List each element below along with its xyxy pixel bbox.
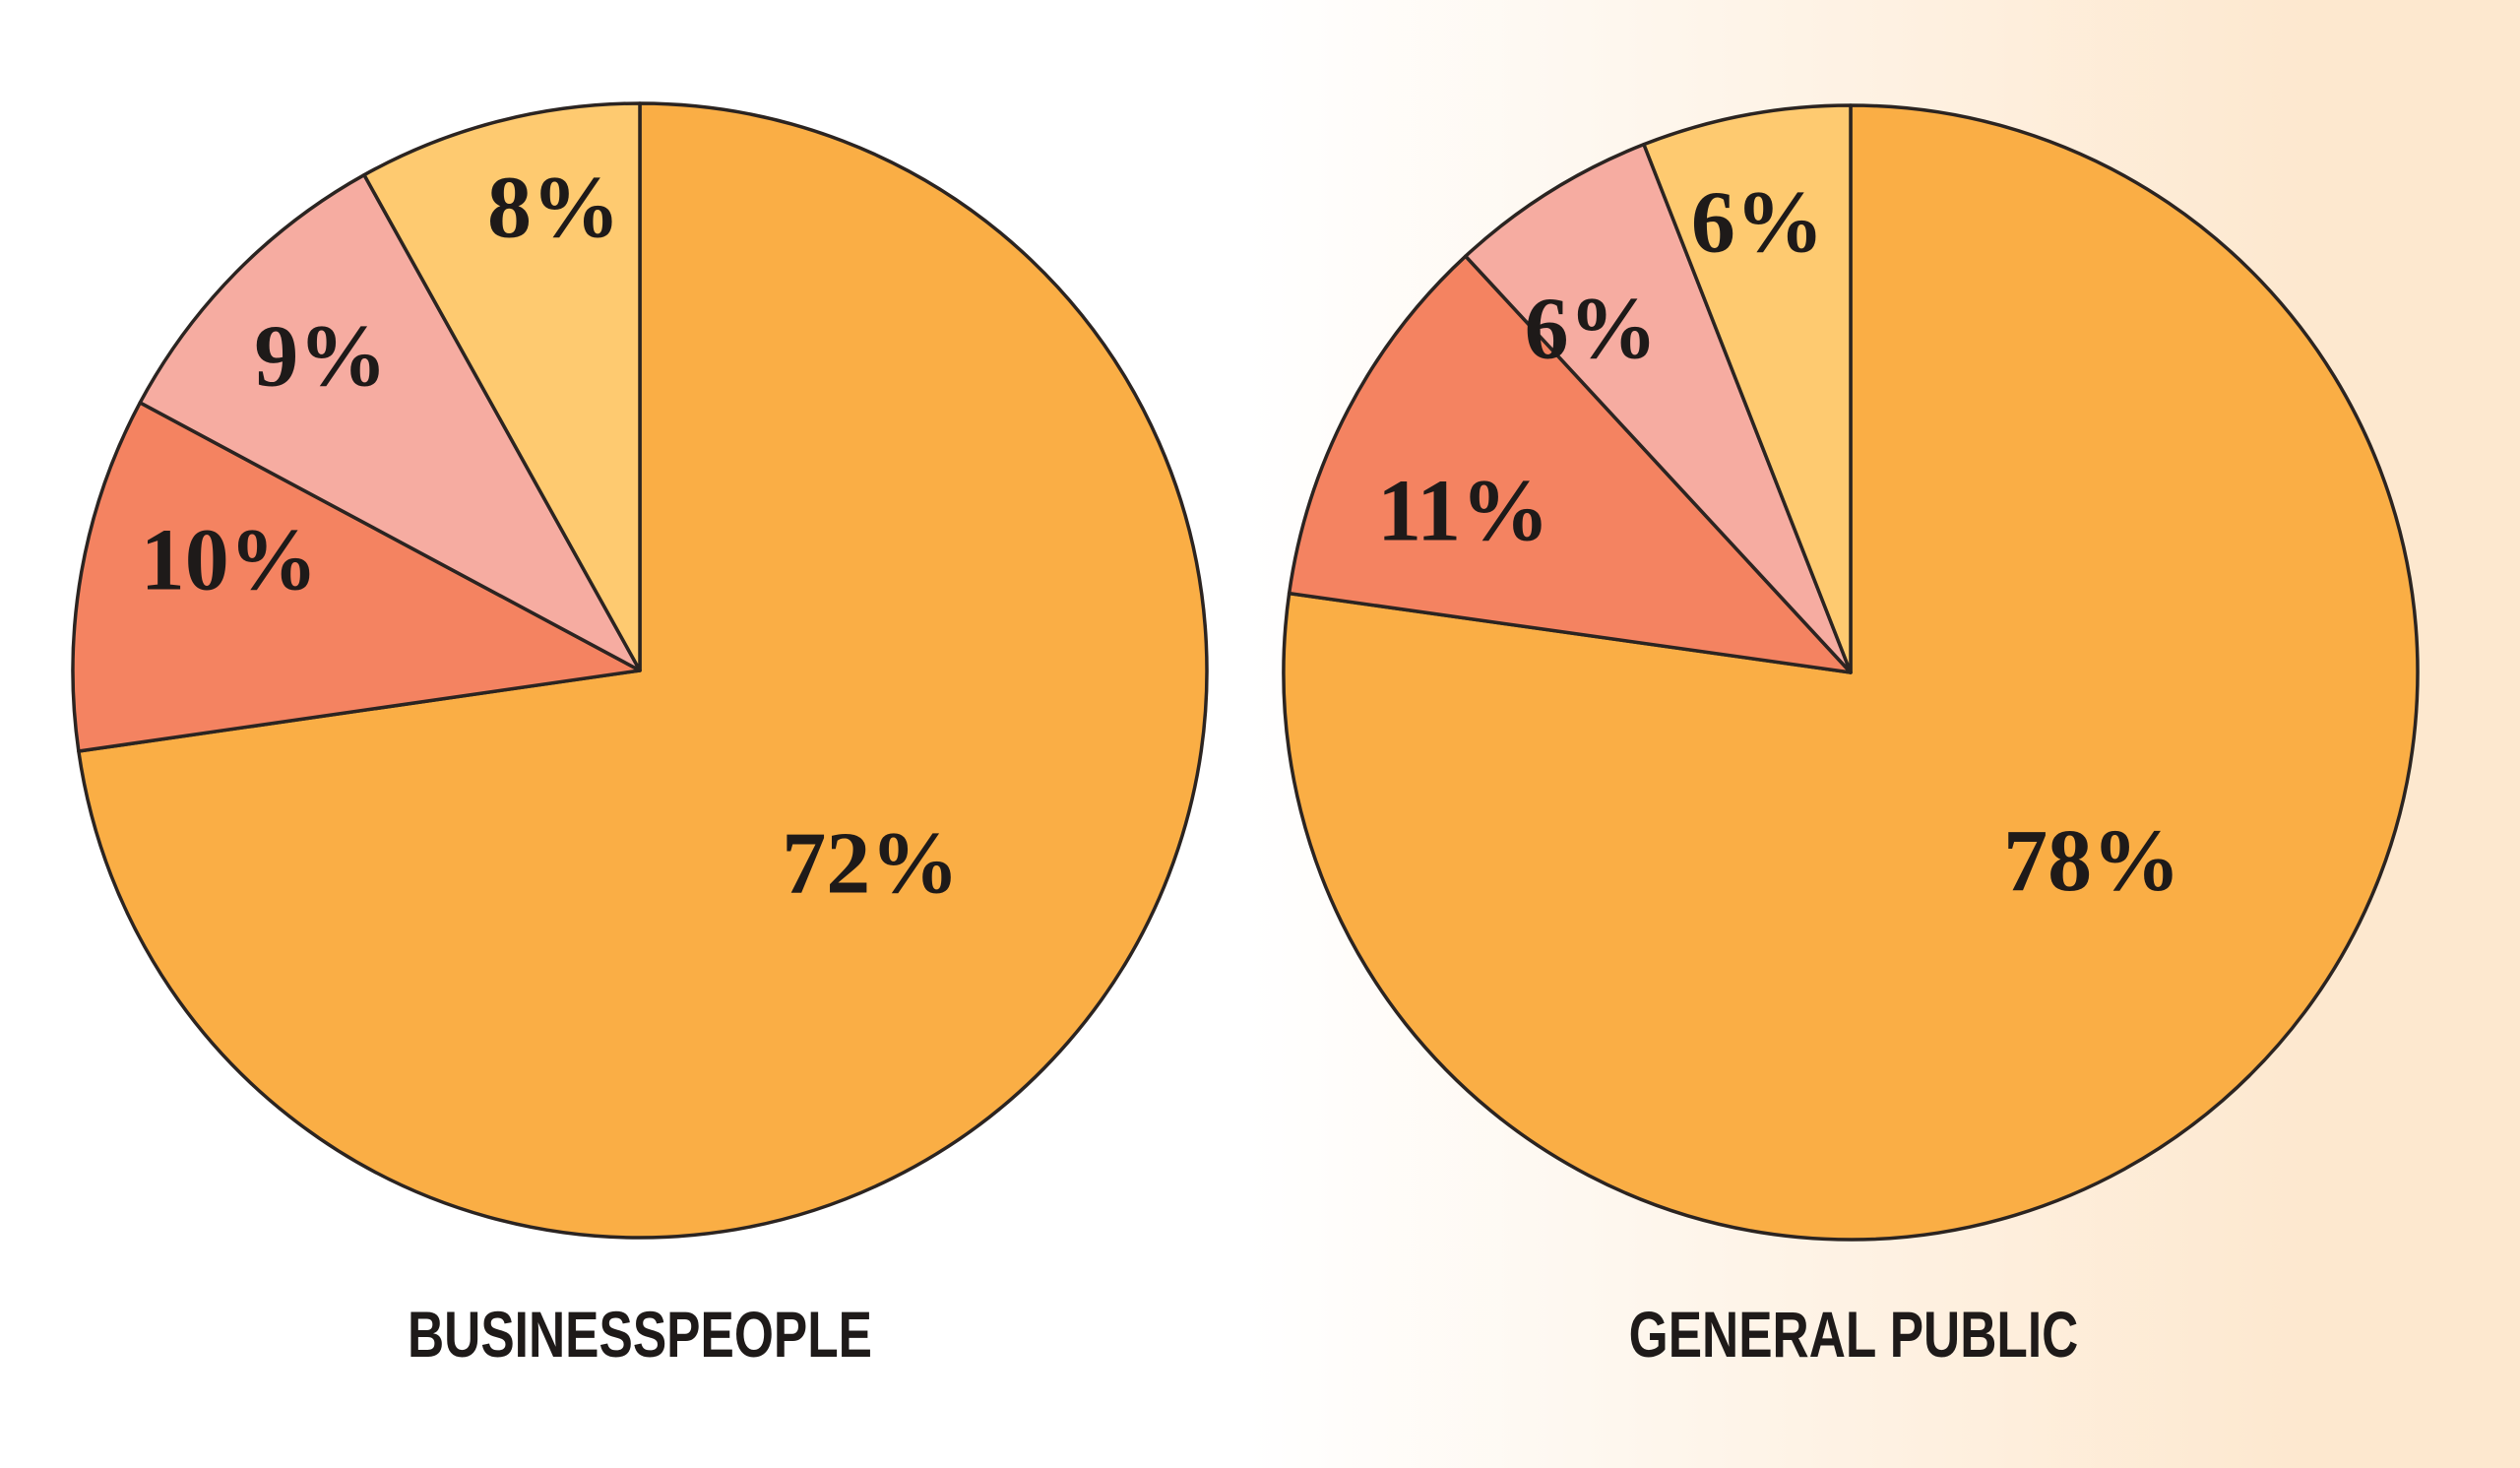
pie-1-slice-0-78pct: [1282, 103, 2420, 1242]
pie-1-slice-label-2: 6%: [1525, 280, 1658, 377]
pie-1-slice-label-0: 78%: [2003, 812, 2180, 910]
pie-0-slice-label-2: 9%: [254, 307, 387, 405]
pie-0-slice-1-10pct: [71, 401, 642, 753]
pie-chart-general-public: 78% 11% 6% 6%: [1282, 103, 2420, 1242]
pie-1-slice-2-6pct: [1464, 142, 1853, 674]
pie-0-slice-2-9pct: [138, 172, 642, 672]
pie-0-slice-0-72pct: [77, 101, 1209, 1240]
pie-0-slice-label-1: 10%: [141, 512, 318, 609]
pie-title-businesspeople: BUSINESSPEOPLE: [407, 1298, 873, 1371]
pie-0-slice-label-3: 8%: [487, 160, 620, 257]
pie-1-slice-label-1: 11%: [1377, 463, 1549, 560]
pie-1-slice-label-3: 6%: [1691, 174, 1824, 272]
pie-0-slice-3-8pct: [362, 101, 642, 672]
pie-1-slice-3-6pct: [1642, 103, 1853, 674]
pie-chart-businesspeople: 72% 10% 9% 8%: [71, 101, 1209, 1240]
pie-0-slice-label-0: 72%: [782, 814, 959, 912]
pie-1-slice-1-11pct: [1287, 254, 1853, 674]
pie-title-general-public: GENERAL PUBLIC: [1628, 1298, 2079, 1371]
